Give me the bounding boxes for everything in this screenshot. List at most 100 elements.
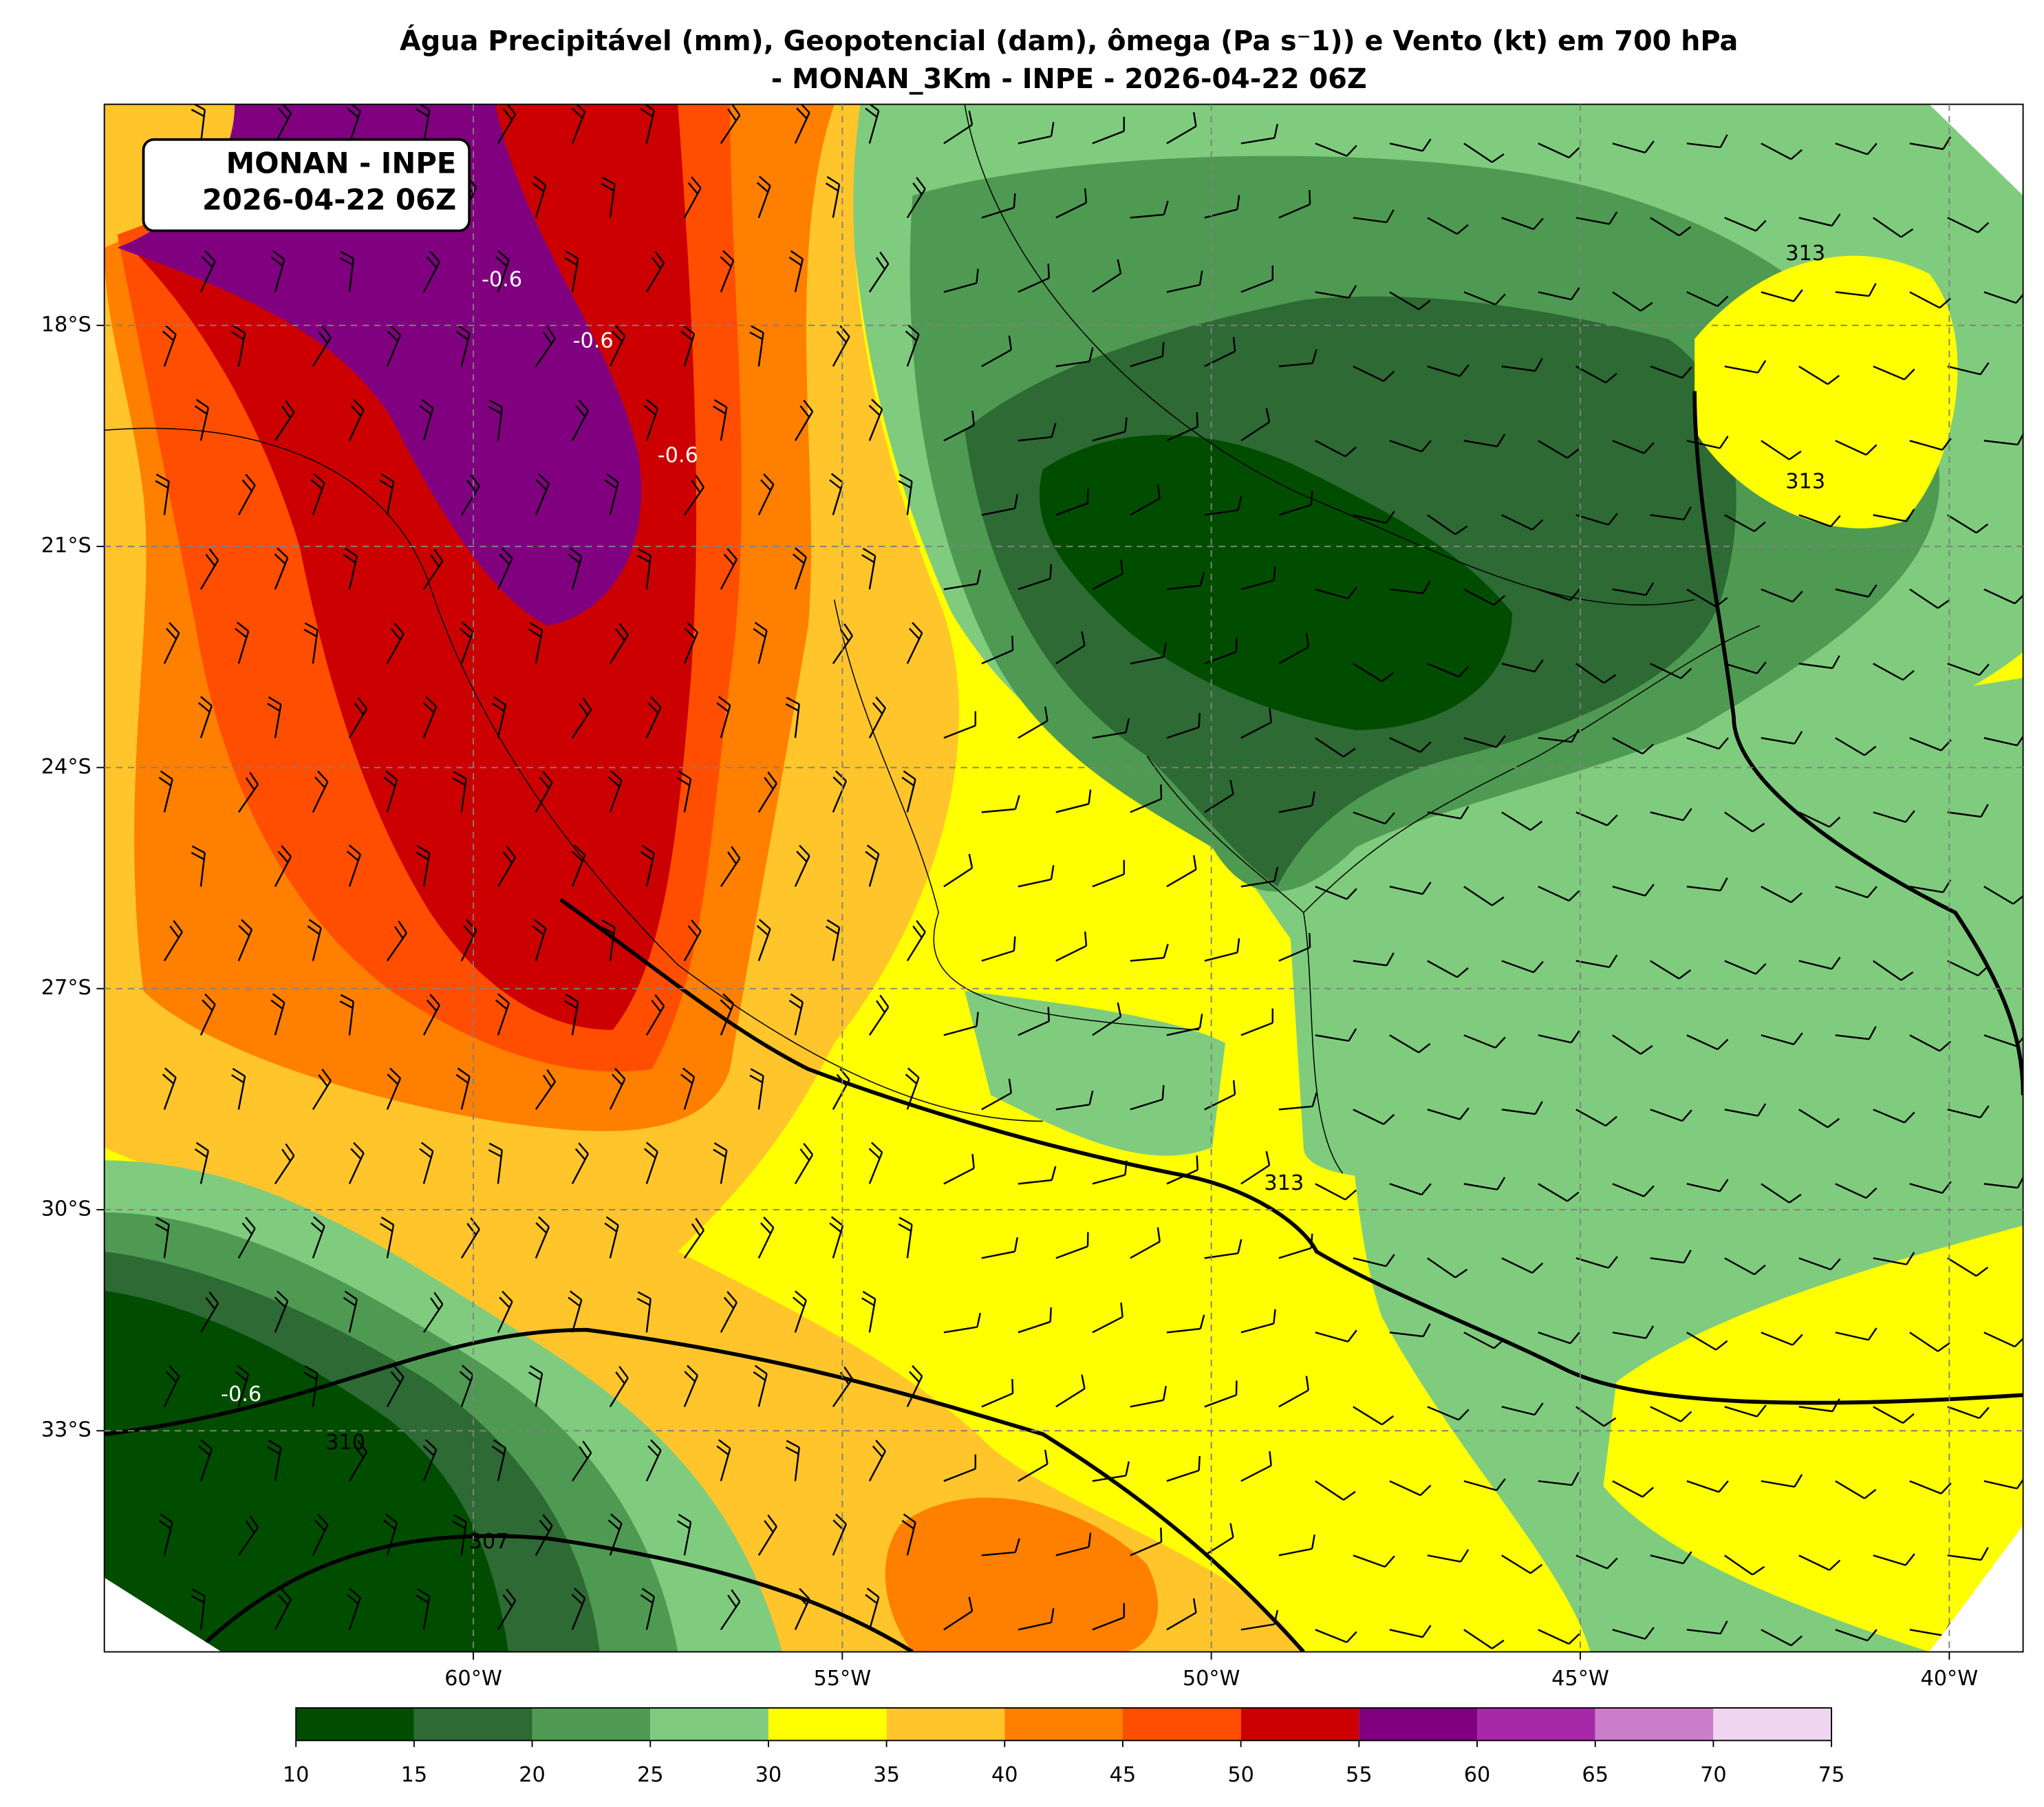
barb-flag — [903, 770, 916, 780]
barb-flag — [488, 1148, 502, 1157]
wind-barb — [749, 1068, 764, 1110]
barb-staff — [1166, 1169, 1198, 1185]
wind-barb — [1538, 1183, 1580, 1202]
barb-flag — [270, 999, 283, 1010]
barb-flag — [1492, 153, 1505, 163]
wind-barb — [1204, 780, 1234, 813]
barb-flag — [1906, 509, 1915, 522]
wind-barb — [1166, 571, 1205, 590]
wind-barb — [1427, 960, 1469, 979]
barb-flag — [274, 1296, 286, 1308]
barb-flag — [862, 1291, 876, 1300]
barb-staff — [1873, 365, 1905, 381]
barb-flag — [194, 405, 208, 415]
barb-flag — [155, 480, 169, 489]
barb-staff — [943, 1025, 977, 1036]
barb-flag — [285, 1143, 295, 1157]
wind-barb — [158, 770, 173, 813]
barb-staff — [1650, 365, 1683, 379]
barb-flag — [1977, 222, 1990, 233]
wind-barb — [1612, 884, 1655, 897]
wind-barb — [1427, 364, 1470, 377]
barb-flag — [767, 1515, 777, 1528]
wind-barb — [1947, 1547, 1989, 1561]
barb-flag — [1792, 1334, 1803, 1346]
wind-barb — [981, 1379, 1014, 1408]
barb-staff — [1204, 208, 1238, 219]
barb-staff — [1501, 663, 1535, 673]
wind-barb — [1427, 806, 1470, 820]
barb-flag — [750, 1068, 764, 1077]
barb-flag — [976, 569, 982, 584]
wind-barb — [1463, 142, 1505, 163]
barb-flag — [680, 1073, 693, 1084]
barb-flag — [387, 330, 399, 342]
wind-barb — [386, 622, 405, 664]
wind-barb — [339, 994, 354, 1036]
barb-flag — [528, 1371, 541, 1381]
wind-barb — [1575, 811, 1618, 826]
barb-flag — [1344, 1189, 1357, 1201]
barb-flag — [835, 1513, 847, 1525]
barb-staff — [1612, 737, 1644, 755]
colorbar-tick-label: 45 — [1110, 1763, 1137, 1787]
barb-flag — [1311, 1092, 1317, 1107]
wind-barb — [571, 1587, 586, 1630]
lat-tick-label: 27°S — [41, 976, 92, 1000]
wind-barb — [906, 1365, 923, 1407]
barb-flag — [1902, 1413, 1915, 1424]
barb-flag — [604, 479, 618, 489]
barb-flag — [238, 925, 250, 937]
contour-label: 313 — [1785, 242, 1825, 266]
wind-barb — [274, 845, 292, 887]
barb-staff — [1240, 137, 1275, 145]
barb-flag — [695, 1217, 704, 1231]
wind-barb — [1092, 559, 1123, 590]
wind-barb — [1427, 514, 1468, 535]
barb-staff — [1389, 1183, 1422, 1196]
barb-flag — [318, 1074, 328, 1087]
barb-flag — [1534, 659, 1544, 672]
wind-barb — [491, 1439, 506, 1482]
wind-barb — [1501, 811, 1543, 831]
colorbar-frame — [295, 1707, 1833, 1742]
colorbar-segment — [532, 1708, 651, 1741]
contour-label: 313 — [1264, 1171, 1304, 1195]
wind-barb — [1612, 291, 1653, 312]
wind-barb — [1315, 1329, 1357, 1343]
barb-flag — [796, 1594, 808, 1606]
wind-barb — [1873, 1109, 1915, 1124]
barb-flag — [767, 771, 777, 784]
wind-barb — [757, 1216, 775, 1259]
barb-staff — [1166, 584, 1201, 590]
barb-staff — [1463, 1629, 1493, 1649]
wind-barb — [1389, 1183, 1432, 1196]
barb-flag — [1680, 1411, 1692, 1422]
wind-barb — [943, 268, 979, 293]
wind-barb — [680, 324, 696, 367]
wind-barb — [604, 1216, 619, 1259]
barb-flag — [803, 1142, 814, 1155]
wind-barb — [601, 176, 616, 218]
barb-flag — [727, 1291, 738, 1303]
wind-barb — [1018, 1007, 1051, 1036]
barb-staff — [1166, 1027, 1201, 1036]
wind-barb — [1575, 1256, 1618, 1269]
barb-flag — [539, 1519, 550, 1532]
barb-staff — [1909, 1480, 1942, 1495]
lon-tick-label: 50°W — [1183, 1667, 1240, 1691]
wind-barb — [194, 1142, 210, 1184]
barb-staff — [1909, 588, 1939, 609]
barb-flag — [1533, 217, 1544, 230]
barb-staff — [1575, 960, 1610, 968]
wind-barb — [191, 845, 206, 887]
wind-barb — [981, 636, 1014, 665]
wind-barb — [1612, 140, 1655, 153]
barb-flag — [538, 1216, 550, 1228]
barb-staff — [1761, 142, 1792, 160]
barb-flag — [901, 776, 915, 787]
barb-flag — [1683, 506, 1692, 520]
wind-barb — [1166, 270, 1203, 293]
wind-barb — [753, 1365, 768, 1407]
wind-barb — [865, 104, 880, 144]
